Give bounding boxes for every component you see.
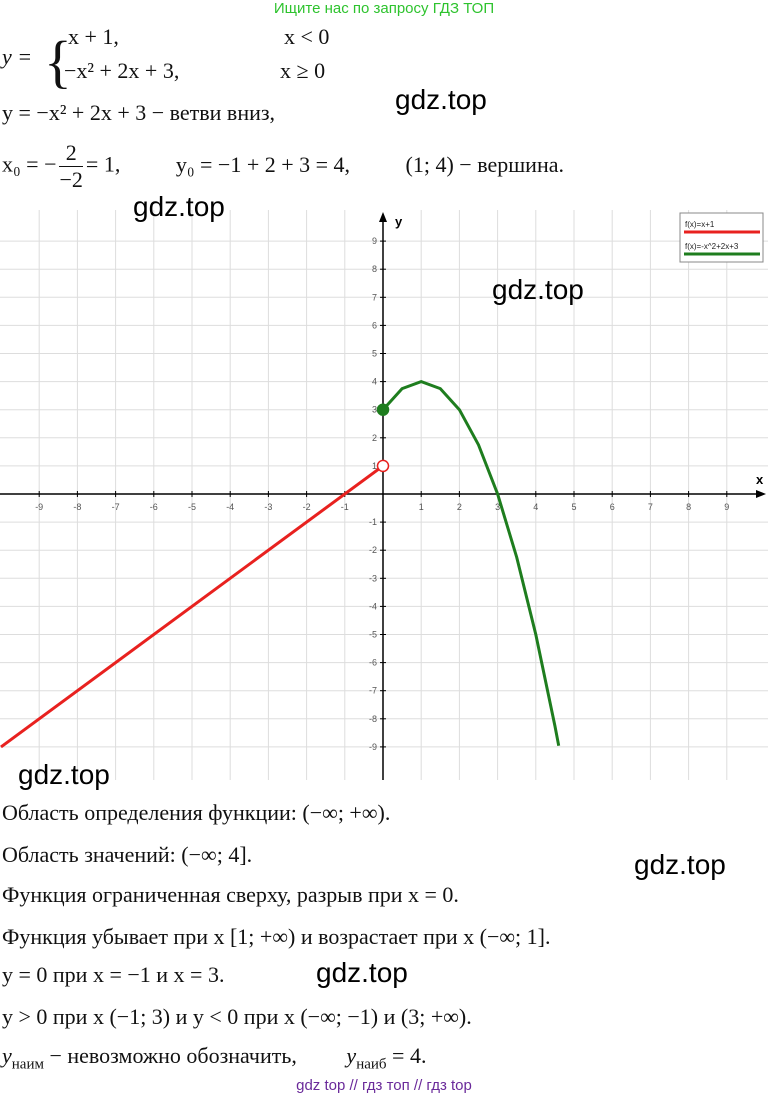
y-tick-label: -6 [369, 658, 377, 668]
y-tick-label: 3 [372, 405, 377, 415]
numerator: 2 [59, 140, 83, 167]
filled-point [376, 403, 390, 416]
legend-label: f(x)=x+1 [685, 220, 715, 229]
row2-expr: −x² + 2x + 3, [64, 58, 180, 83]
watermark: gdz.top [492, 274, 584, 305]
graph: x y -9 -8 -7 -6 -5 -4 -3 -2 -1 1 2 3 4 5 6 7 8 9 -9 -8 -7 -6 -5 -… [0, 210, 768, 780]
row1-cond: x < 0 [284, 24, 330, 49]
x-tick-label: 9 [724, 502, 729, 512]
x-tick-label: 3 [495, 502, 500, 512]
x-axis-label: x [756, 472, 764, 487]
vertex: (1; 4) − вершина. [405, 151, 564, 177]
row1-expr: x + 1, [68, 24, 119, 49]
open-point [376, 459, 390, 473]
y-tick-label: -1 [369, 517, 377, 527]
y-tick-label: 1 [372, 461, 377, 471]
ymax-text: = 4. [386, 1043, 427, 1068]
text-line: y = 0 при x = −1 и x = 3. [2, 962, 225, 987]
ymax-sub: наиб [356, 1056, 387, 1073]
y-tick-label: 7 [372, 292, 377, 302]
y-tick-label: 2 [372, 433, 377, 443]
x-tick-label: 7 [648, 502, 653, 512]
x-tick-label: -8 [73, 502, 81, 512]
extremes: yнаим − невозможно обозначить, yнаиб = 4… [2, 1043, 426, 1073]
y-tick-label: 9 [372, 236, 377, 246]
y-tick-label: -8 [369, 714, 377, 724]
text-line: Функция убывает при x [1; +∞) и возраста… [2, 924, 551, 949]
text: y = [2, 44, 33, 69]
text-line: Функция ограниченная сверху, разрыв при … [2, 882, 459, 907]
watermark: gdz.top [634, 849, 726, 880]
x-tick-label: 5 [571, 502, 576, 512]
row2-cond: x ≥ 0 [280, 58, 326, 83]
x-tick-label: -3 [264, 502, 272, 512]
ymin-sub: наим [11, 1056, 44, 1073]
y-tick-label: -5 [369, 630, 377, 640]
x-tick-label: -1 [341, 502, 349, 512]
x-tick-label: -9 [35, 502, 43, 512]
text-line: Область определения функции: (−∞; +∞). [2, 800, 391, 825]
y-tick-label: -3 [369, 573, 377, 583]
lhs: y = [2, 44, 32, 70]
y-tick-label: -9 [369, 742, 377, 752]
y0: y₀ = −1 + 2 + 3 = 4, [175, 151, 351, 177]
watermark: gdz.top [18, 759, 110, 790]
watermark: gdz.top [316, 957, 408, 988]
header: Ищите нас по запросу ГДЗ ТОП [273, 0, 495, 17]
denominator: −2 [59, 167, 83, 192]
x-tick-label: -2 [303, 502, 311, 512]
function-curve [381, 380, 561, 747]
ymin-var: y [2, 1043, 12, 1068]
y-tick-label: 4 [372, 377, 377, 387]
y-tick-label: 5 [372, 349, 377, 359]
ymin-text: − невозможно обозначить, [43, 1043, 297, 1068]
line2: y = −x² + 2x + 3 − ветви вниз, [2, 100, 276, 125]
x0-lhs: x₀ = − [2, 151, 57, 177]
legend-label: f(x)=-x^2+2x+3 [685, 242, 739, 251]
watermark: gdz.top [133, 191, 225, 222]
x-tick-label: -4 [226, 502, 234, 512]
x-tick-label: 2 [457, 502, 462, 512]
y-tick-label: 6 [372, 320, 377, 330]
y-tick-label: -4 [369, 601, 377, 611]
x-arrow [756, 490, 766, 498]
legend: f(x)=x+1 f(x)=-x^2+2x+3 [679, 212, 764, 263]
x-tick-label: 4 [533, 502, 538, 512]
text-line: Область значений: (−∞; 4]. [2, 842, 253, 867]
y-tick-label: -7 [369, 686, 377, 696]
function-curve [0, 464, 384, 749]
text-line: y > 0 при x (−1; 3) и y < 0 при x (−∞; −… [2, 1004, 472, 1029]
vertex-line: x₀ = −2 −2 = 1, y₀ = −1 + 2 + 3 = 4, (1; 4… [2, 140, 564, 193]
y-tick-label: 8 [372, 264, 377, 274]
x0-rhs: = 1, [85, 151, 121, 177]
watermark: gdz.top [395, 84, 487, 115]
x-tick-label: 8 [686, 502, 691, 512]
x-tick-label: -6 [150, 502, 158, 512]
brace: { [44, 29, 72, 94]
footer: gdz top // гдз топ // гдз top [296, 1077, 472, 1094]
x-tick-label: -5 [188, 502, 196, 512]
x-tick-label: 6 [610, 502, 615, 512]
ymax-var: y [346, 1043, 357, 1068]
y-axis-label: y [395, 214, 403, 229]
y-arrow [379, 212, 387, 222]
x-tick-label: -7 [112, 502, 120, 512]
x-tick-label: 1 [419, 502, 424, 512]
y-tick-label: -2 [369, 545, 377, 555]
fraction: 2 −2 [59, 140, 83, 193]
